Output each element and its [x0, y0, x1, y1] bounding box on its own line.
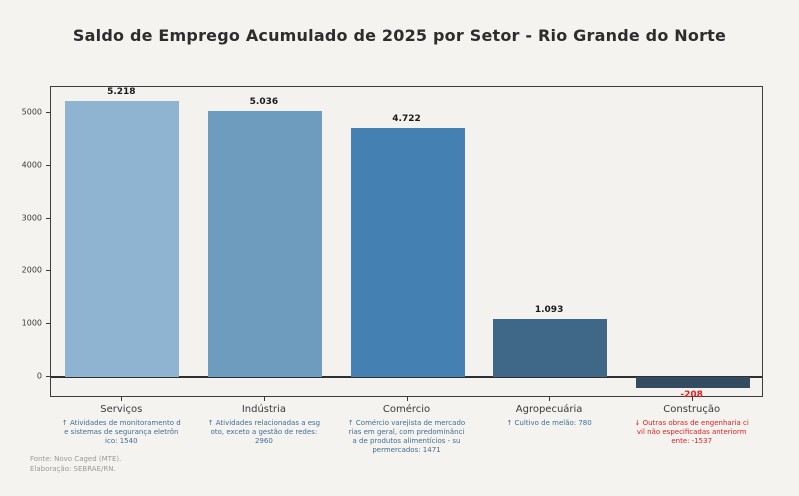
- y-tick-label: 1000: [21, 318, 42, 328]
- bar-annotation: ↓ Outras obras de engenharia ci vil não e…: [634, 419, 749, 446]
- x-tick-label: Agropecuária: [515, 404, 583, 415]
- x-tick-mark: [691, 397, 693, 401]
- x-tick-mark: [263, 397, 265, 401]
- bar-value-label: 1.093: [534, 305, 564, 316]
- bar-value-label: 5.036: [249, 97, 279, 108]
- zero-axis-line: [51, 376, 762, 378]
- bar-value-label: -208: [680, 389, 703, 400]
- bar-construção: [635, 377, 750, 388]
- category-block-agropecuária: Agropecuária ↑ Cultivo de melão: 780: [464, 404, 634, 428]
- x-tick-label: Construção: [663, 404, 721, 415]
- bar-serviços: [65, 101, 180, 377]
- y-tick-mark: [46, 376, 50, 377]
- category-block-comércio: Comércio ↑ Comércio varejista de mercado r…: [322, 404, 492, 455]
- y-tick-mark: [46, 112, 50, 113]
- x-tick-label: Indústria: [241, 404, 286, 415]
- y-tick-label: 3000: [21, 213, 42, 223]
- x-tick-label: Serviços: [100, 404, 143, 415]
- y-tick-mark: [46, 270, 50, 272]
- source-line: Fonte: Novo Caged (MTE).: [30, 455, 122, 463]
- bar-annotation: ↑ Cultivo de melão: 780: [506, 419, 592, 427]
- y-tick-label: 2000: [21, 265, 42, 275]
- category-block-indústria: Indústria ↑ Atividades relacionadas a esg…: [179, 404, 349, 446]
- bar-annotation: ↑ Comércio varejista de mercado rias em g…: [347, 419, 466, 455]
- bar-comércio: [350, 127, 465, 377]
- plot-area: [50, 86, 763, 397]
- y-tick-mark: [46, 323, 50, 325]
- bar-indústria: [207, 111, 322, 377]
- x-tick-label: Comércio: [382, 404, 431, 415]
- bar-agropecuária: [493, 319, 608, 377]
- bar-value-label: 4.722: [392, 113, 421, 124]
- x-tick-mark: [406, 397, 408, 401]
- x-tick-mark: [121, 397, 123, 401]
- y-tick-mark: [46, 164, 50, 166]
- x-tick-mark: [549, 397, 551, 401]
- y-tick-label: 4000: [21, 160, 42, 170]
- y-tick-mark: [46, 217, 50, 219]
- chart-title: Saldo de Emprego Acumulado de 2025 por S…: [72, 26, 727, 45]
- category-block-construção: Construção ↓ Outras obras de engenharia c…: [607, 404, 777, 446]
- bar-value-label: 5.218: [107, 87, 136, 98]
- y-tick-label: 0: [36, 371, 42, 381]
- source-note: Fonte: Novo Caged (MTE). Elaboração: SEB…: [30, 454, 121, 474]
- elaboration-line: Elaboração: SEBRAE/RN.: [30, 465, 116, 474]
- bar-annotation: ↑ Atividades relacionadas a esg oto, exce…: [207, 419, 321, 446]
- y-tick-label: 5000: [21, 107, 42, 117]
